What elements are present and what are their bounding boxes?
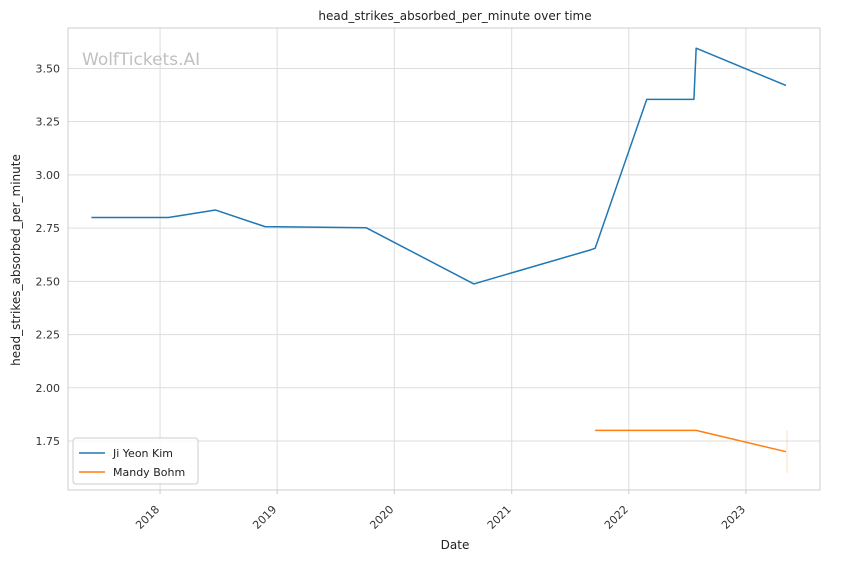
x-tick-label: 2021	[485, 503, 514, 532]
data-point	[594, 429, 596, 431]
x-tick-label: 2022	[602, 503, 631, 532]
x-axis-label: Date	[441, 538, 470, 552]
x-tick-label: 2018	[133, 503, 162, 532]
x-tick-label: 2020	[367, 503, 396, 532]
plot-frame	[67, 27, 821, 491]
x-tick-label: 2019	[250, 503, 279, 532]
data-point	[167, 216, 169, 218]
chart-title: head_strikes_absorbed_per_minute over ti…	[318, 9, 591, 23]
y-tick-label: 2.75	[36, 222, 61, 235]
plot-background	[68, 28, 820, 490]
legend-label: Mandy Bohm	[113, 466, 185, 479]
data-point	[785, 84, 787, 86]
legend-label: Ji Yeon Kim	[112, 447, 173, 460]
y-tick-label: 3.25	[36, 116, 61, 129]
grid-lines	[68, 28, 820, 494]
data-point	[264, 225, 266, 227]
data-point	[646, 98, 648, 100]
data-point	[589, 249, 591, 251]
data-point	[695, 429, 697, 431]
y-axis-label: head_strikes_absorbed_per_minute	[9, 154, 23, 366]
data-point	[90, 216, 92, 218]
x-tick-label: 2023	[719, 503, 748, 532]
y-tick-label: 2.00	[36, 382, 61, 395]
series-line-0	[91, 47, 787, 285]
data-point	[365, 227, 367, 229]
data-point	[693, 98, 695, 100]
x-axis-ticks: 2018 2019 2020 2021 2022 2023	[133, 503, 748, 532]
data-point	[695, 47, 697, 49]
y-tick-label: 3.50	[36, 62, 61, 75]
y-tick-label: 1.75	[36, 435, 61, 448]
data-point	[594, 247, 596, 249]
data-point	[473, 283, 475, 285]
legend: Ji Yeon Kim Mandy Bohm	[72, 437, 199, 485]
series-layer	[90, 47, 788, 473]
y-axis-ticks: 1.75 2.00 2.25 2.50 2.75 3.00 3.25 3.50	[36, 62, 61, 448]
series-line-1	[595, 429, 787, 453]
y-tick-label: 3.00	[36, 169, 61, 182]
y-tick-label: 2.50	[36, 275, 61, 288]
watermark: WolfTickets.AI	[82, 50, 200, 70]
data-point	[214, 209, 216, 211]
y-tick-label: 2.25	[36, 329, 61, 342]
